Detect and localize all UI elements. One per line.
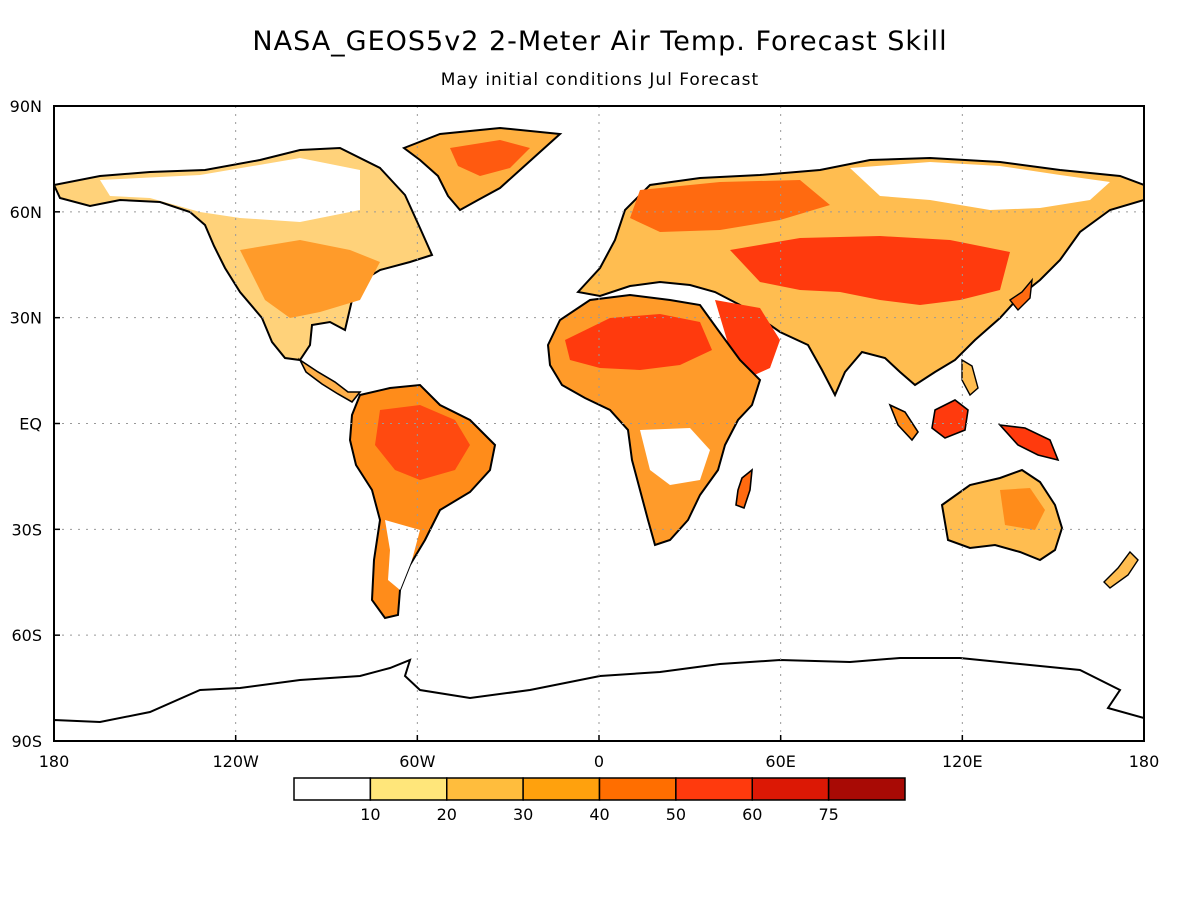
colorbar-swatch <box>522 777 601 801</box>
lat-tick-label: 90S <box>11 732 42 751</box>
new-guinea-land <box>997 423 1060 462</box>
colorbar-label: 75 <box>818 805 838 824</box>
central-america-land <box>297 357 362 404</box>
colorbar-label: 60 <box>742 805 762 824</box>
region-north-america <box>54 146 434 362</box>
skill-fields <box>54 126 1144 741</box>
lon-tick-label: 60E <box>765 752 795 771</box>
south-america-cool <box>385 520 420 590</box>
eurasia-hotspot-central <box>730 236 1010 305</box>
lon-tick-label: 180 <box>39 752 70 771</box>
colorbar-label: 50 <box>666 805 686 824</box>
arabia-hotspot <box>715 300 780 378</box>
map-grid <box>54 106 1144 741</box>
lat-tick-label: EQ <box>19 415 42 434</box>
north-america-hotspot <box>240 240 380 318</box>
colorbar-label: 40 <box>589 805 609 824</box>
colorbar-swatch <box>675 777 753 801</box>
greenland-hotspot <box>450 140 530 176</box>
colorbar-swatch <box>598 777 677 801</box>
colorbar-label: 30 <box>513 805 533 824</box>
north-america-cool <box>100 158 360 222</box>
new-zealand-land <box>1103 550 1139 589</box>
colorbar: 10 20 30 40 50 60 75 <box>293 777 906 824</box>
madagascar-land <box>735 468 753 510</box>
lon-tick-label: 60W <box>399 752 435 771</box>
chart-subtitle: May initial conditions Jul Forecast <box>440 70 760 90</box>
eurasia-cool-north <box>850 162 1110 210</box>
lat-tick-label: 30S <box>11 520 42 539</box>
lat-tick-label: 60S <box>11 626 42 645</box>
philippines-land <box>961 358 979 397</box>
region-greenland <box>401 126 563 212</box>
lon-tick-label: 0 <box>594 752 604 771</box>
colorbar-label: 10 <box>360 805 380 824</box>
region-eurasia <box>576 156 1144 398</box>
africa-hotspot-north <box>565 314 712 370</box>
region-southeast-asia <box>888 277 1060 462</box>
colorbar-swatch <box>751 777 830 801</box>
japan-land <box>1008 277 1033 312</box>
lon-tick-label: 180 <box>1129 752 1160 771</box>
borneo-land <box>931 399 969 439</box>
lat-tick-label: 30N <box>10 309 42 328</box>
region-australia <box>940 468 1064 562</box>
chart-title: NASA_GEOS5v2 2-Meter Air Temp. Forecast … <box>252 26 948 57</box>
lat-tick-label: 90N <box>10 97 42 116</box>
lon-tick-label: 120W <box>212 752 259 771</box>
colorbar-swatch <box>827 777 906 801</box>
africa-cool-central <box>640 428 710 485</box>
colorbar-label: 20 <box>437 805 457 824</box>
lat-tick-label: 60N <box>10 203 42 222</box>
eurasia-hotspot-west <box>630 180 830 232</box>
australia-hotspot <box>1000 488 1045 530</box>
region-africa <box>546 293 762 547</box>
lon-tick-label: 120E <box>942 752 983 771</box>
sumatra-land <box>888 403 919 442</box>
colorbar-swatch <box>369 777 448 801</box>
colorbar-swatch <box>293 777 372 801</box>
colorbar-swatch <box>446 777 524 801</box>
